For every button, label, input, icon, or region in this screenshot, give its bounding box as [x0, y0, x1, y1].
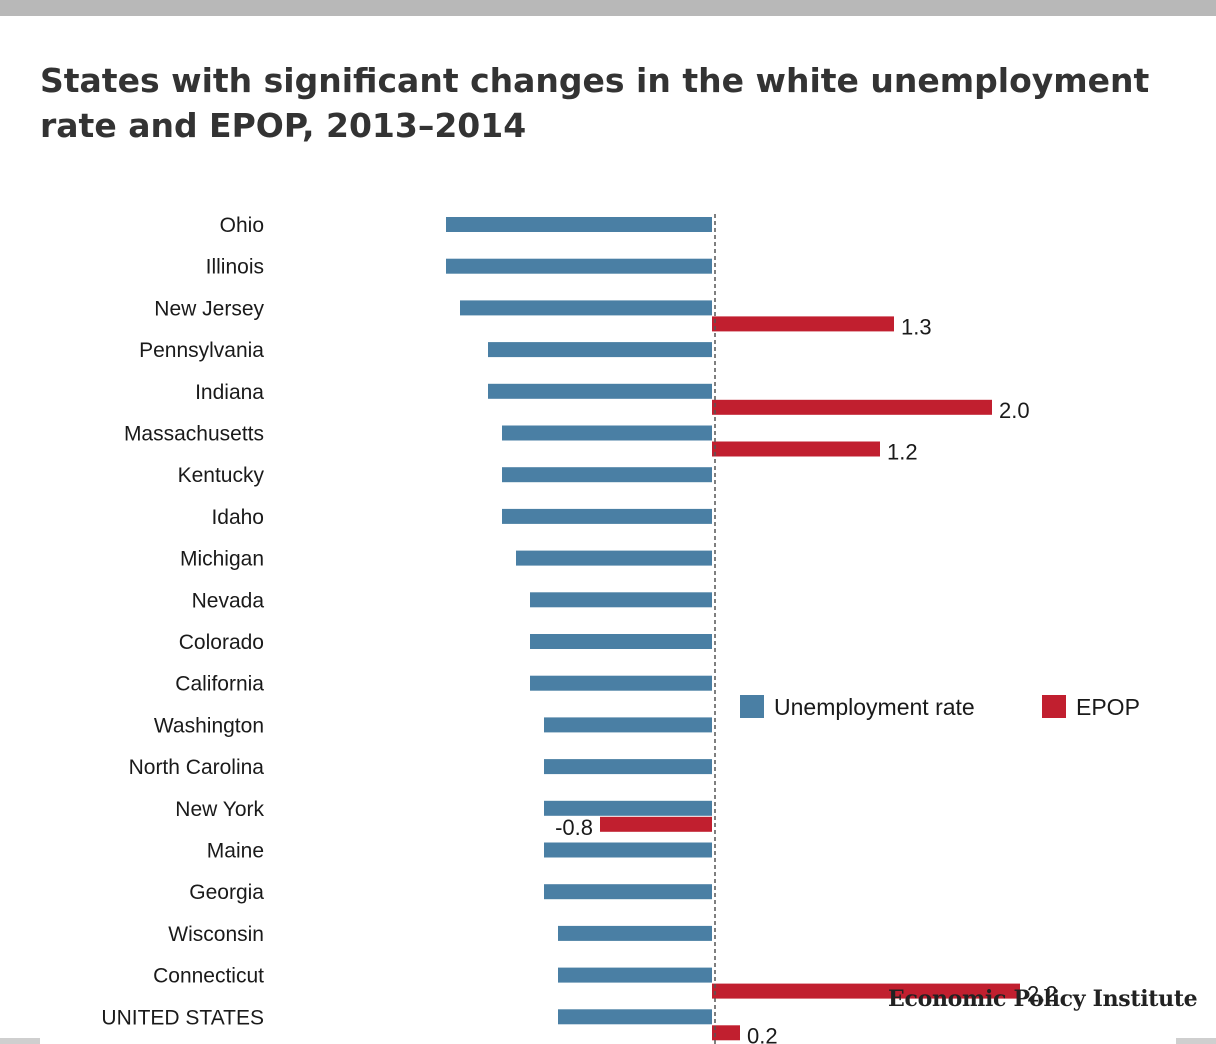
- category-label: Pennsylvania: [139, 339, 264, 362]
- epop-bar: [712, 983, 1020, 999]
- epop-bar: [712, 316, 894, 332]
- legend-label: EPOP: [1076, 694, 1140, 720]
- category-label: New York: [175, 798, 264, 821]
- category-label: California: [175, 673, 264, 696]
- unemployment-bar: [544, 717, 712, 733]
- bars: [446, 217, 1020, 1041]
- epop-bar: [712, 441, 880, 457]
- unemployment-bar: [558, 967, 712, 983]
- chart-title: States with significant changes in the w…: [40, 61, 1150, 145]
- unemployment-bar: [488, 342, 712, 358]
- category-label: Michigan: [180, 548, 264, 571]
- category-label: Connecticut: [153, 965, 264, 988]
- unemployment-bar: [516, 550, 712, 566]
- unemployment-bar: [558, 925, 712, 941]
- unemployment-bar: [530, 675, 712, 691]
- unemployment-bar: [544, 759, 712, 775]
- category-label: Wisconsin: [168, 923, 264, 946]
- unemployment-bar: [530, 592, 712, 608]
- category-label: Ohio: [220, 214, 264, 237]
- branding-logo: Economic Policy Institute: [888, 986, 1198, 1012]
- unemployment-bar: [446, 258, 712, 274]
- unemployment-bar: [446, 217, 712, 232]
- data-label: 2.0: [999, 398, 1030, 423]
- data-label: 1.3: [901, 314, 932, 339]
- legend-swatch-epop: [1042, 695, 1066, 718]
- corner-mark-left: [0, 1038, 40, 1044]
- unemployment-bar: [544, 884, 712, 900]
- category-label: UNITED STATES: [101, 1006, 264, 1029]
- epop-bar: [712, 1025, 740, 1041]
- data-label: 1.2: [887, 440, 918, 465]
- category-label: Massachusetts: [124, 423, 264, 446]
- unemployment-bar: [544, 800, 712, 816]
- data-labels: 1.3 2.0 1.2 -0.8 2.2 0.2: [555, 314, 1058, 1044]
- unemployment-bar: [460, 300, 712, 316]
- category-label: Kentucky: [178, 464, 265, 487]
- legend-swatch-unemployment: [740, 695, 764, 718]
- epop-bar: [712, 399, 992, 415]
- category-labels: Ohio Illinois New Jersey Pennsylvania Indian…: [101, 214, 264, 1029]
- unemployment-bar: [502, 467, 712, 483]
- category-label: Illinois: [206, 256, 264, 279]
- data-label: 0.2: [747, 1023, 778, 1044]
- epop-bar: [600, 816, 712, 832]
- category-label: Washington: [154, 714, 264, 737]
- category-label: Nevada: [192, 589, 265, 612]
- unemployment-bar: [502, 425, 712, 441]
- unemployment-bar: [502, 508, 712, 524]
- unemployment-bar: [530, 634, 712, 649]
- category-label: Maine: [207, 840, 264, 863]
- data-label: -0.8: [555, 815, 593, 840]
- category-label: Georgia: [189, 881, 264, 904]
- top-bar: [0, 0, 1216, 16]
- category-label: Colorado: [179, 631, 264, 654]
- corner-mark-right: [1176, 1038, 1216, 1044]
- category-label: Idaho: [211, 506, 264, 529]
- category-label: Indiana: [195, 381, 264, 404]
- data-label: 2.2: [1027, 982, 1058, 1007]
- unemployment-bar: [488, 383, 712, 399]
- category-label: New Jersey: [154, 297, 264, 320]
- unemployment-bar: [544, 842, 712, 858]
- legend-label: Unemployment rate: [774, 694, 975, 720]
- category-label: North Carolina: [129, 756, 265, 779]
- legend: Unemployment rate EPOP: [740, 694, 1140, 720]
- unemployment-bar: [558, 1009, 712, 1025]
